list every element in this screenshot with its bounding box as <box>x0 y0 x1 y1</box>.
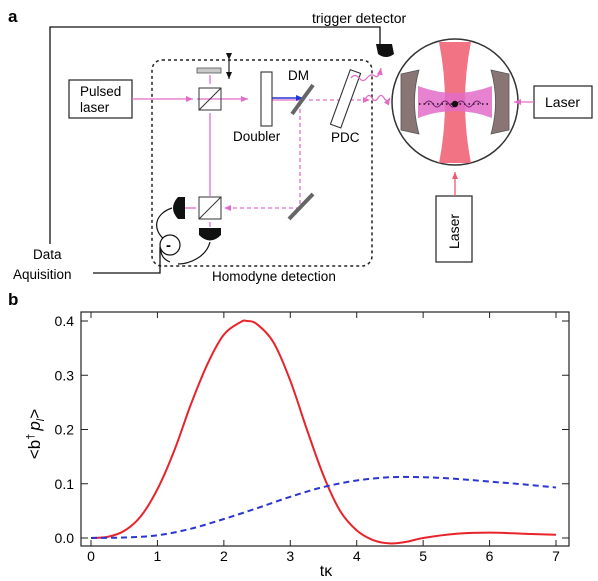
y-tick-labels: 0.0 0.1 0.2 0.3 0.4 <box>55 313 75 546</box>
y-tick-label: 0.3 <box>55 367 75 383</box>
x-tick-label: 2 <box>220 548 228 564</box>
y-tick-label: 0.4 <box>55 313 75 329</box>
trigger-wire <box>49 26 381 244</box>
dichroic-mirror <box>290 83 315 116</box>
homodyne-box <box>151 59 373 267</box>
x-tick-label: 6 <box>486 548 494 564</box>
homodyne-label: Homodyne detection <box>212 269 336 284</box>
series-blue-dashed-line <box>90 475 557 539</box>
beam-splitter-bottom <box>198 196 222 220</box>
data-acquisition-wire <box>93 247 161 274</box>
photon-wave-to-cavity <box>365 94 391 106</box>
x-tick-label: 1 <box>154 548 162 564</box>
trigger-detector-icon <box>376 44 394 57</box>
subtractor-circle <box>159 234 181 256</box>
x-tick-label: 5 <box>419 548 427 564</box>
beam-splitter-top <box>198 87 222 111</box>
panel-b: b 0 1 2 3 4 5 6 7 0.0 0.1 0.2 0.3 0.4 tκ <b†pl> <box>8 290 570 580</box>
panel-a-label: a <box>8 7 18 26</box>
detector-left-icon <box>173 197 185 219</box>
pdc-label: PDC <box>331 130 360 145</box>
cavity-field-wave <box>424 100 482 108</box>
movable-mirror <box>196 67 222 74</box>
doubler-crystal <box>260 71 273 127</box>
fold-mirror <box>287 192 315 221</box>
laser-right-box <box>533 85 593 119</box>
wire-bottom-detector <box>177 241 211 265</box>
y-axis-label: <b†pl> <box>25 409 47 459</box>
detector-bottom-icon <box>199 228 221 241</box>
y-tick-label: 0.0 <box>55 530 75 546</box>
x-tick-label: 3 <box>286 548 294 564</box>
y-tick-label: 0.1 <box>55 476 75 492</box>
dm-label: DM <box>288 68 309 83</box>
plot-frame <box>80 311 570 547</box>
y-tick-label: 0.2 <box>55 422 75 438</box>
laser-right-label: Laser <box>545 94 580 110</box>
pdc-crystal <box>329 68 362 129</box>
pulsed-laser-label-1: Pulsed <box>80 84 121 99</box>
subtractor-minus: - <box>166 237 171 254</box>
x-tick-label: 7 <box>552 548 560 564</box>
data-label-2: Aquisition <box>13 267 72 282</box>
atom-dot <box>451 100 459 108</box>
panel-b-label: b <box>8 290 18 309</box>
x-tick-label: 4 <box>353 548 361 564</box>
photon-wave-to-trigger <box>350 67 383 82</box>
doubler-label: Doubler <box>233 129 281 144</box>
trigger-detector-label: trigger detector <box>312 10 406 26</box>
laser-bottom-box <box>435 195 473 263</box>
pulsed-laser-label-2: laser <box>80 100 110 115</box>
laser-bottom-label: Laser <box>446 214 462 249</box>
data-label-1: Data <box>33 247 62 262</box>
cavity-mirror-right <box>490 69 510 135</box>
cavity-mirror-left <box>400 69 420 135</box>
x-tick-label: 0 <box>87 548 95 564</box>
x-axis-label: tκ <box>320 563 333 580</box>
panel-a: a trigger detector Homodyne detection Pu… <box>8 7 593 284</box>
x-tick-labels: 0 1 2 3 4 5 6 7 <box>87 548 560 564</box>
axis-ticks <box>81 312 569 546</box>
series-red-line <box>90 319 557 545</box>
